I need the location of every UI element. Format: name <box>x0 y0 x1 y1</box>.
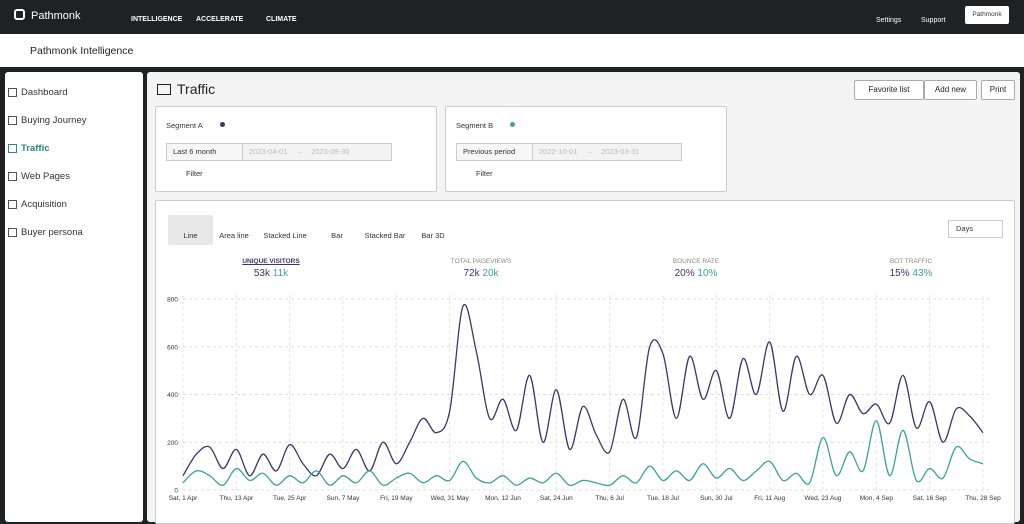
stat-b: 20k <box>482 268 499 279</box>
stat-a: 72k <box>463 268 480 279</box>
x-tick-label: Mon, 12 Jun <box>485 495 521 502</box>
x-tick-label: Thu, 28 Sep <box>965 495 1001 502</box>
date-range[interactable]: 2023-04-01 → 2023-09-30 <box>242 143 392 161</box>
x-tick-label: Thu, 6 Jul <box>595 495 624 502</box>
menu-label: Web Pages <box>21 171 70 182</box>
nav-support[interactable]: Support <box>921 17 946 24</box>
end-date: 2023-09-30 <box>311 147 350 156</box>
chart-tab[interactable]: Area line <box>219 231 249 240</box>
x-tick-label: Tue, 18 Jul <box>647 495 679 502</box>
segment-label: Segment B <box>456 121 494 130</box>
segment-card: Segment A Last 6 month 2023-04-01 → 2023… <box>155 106 437 192</box>
stat[interactable]: TOTAL PAGEVIEWS 72k 20k <box>386 258 576 279</box>
header-title: Pathmonk Intelligence <box>30 45 134 57</box>
x-tick-label: Sun, 7 May <box>327 495 361 502</box>
y-tick-label: 400 <box>167 392 178 399</box>
page-title: Traffic <box>177 81 216 97</box>
brand[interactable]: Pathmonk <box>31 10 81 22</box>
period-select[interactable]: Previous period <box>456 143 538 161</box>
y-tick-label: 600 <box>167 344 178 351</box>
chart: 0 200 400 600 800 Sat, 1 Apr Thu, 13 Apr Tue, 2… <box>167 295 1001 502</box>
start-date: 2023-04-01 <box>249 147 288 156</box>
account-badge[interactable]: Pathmonk <box>965 6 1009 24</box>
stat[interactable]: BOT TRAFFIC 15% 43% <box>816 258 1006 279</box>
logo <box>14 9 25 20</box>
menu-label: Buyer persona <box>21 227 83 238</box>
menu-label: Acquisition <box>21 199 67 210</box>
nav-link[interactable]: ACCELERATE <box>196 16 244 23</box>
filter-button[interactable]: Filter <box>476 169 493 178</box>
favorite-button[interactable]: Favorite list <box>854 80 924 100</box>
chart-tab[interactable]: Stacked Line <box>263 231 307 240</box>
y-tick-label: 0 <box>174 488 178 495</box>
sidebar: Dashboard Buying Journey Traffic Web Pag… <box>5 72 143 522</box>
stat-label: TOTAL PAGEVIEWS <box>450 258 512 265</box>
segment-label: Segment A <box>166 121 203 130</box>
stat[interactable]: UNIQUE VISITORS 53k 11k <box>176 258 366 279</box>
segment-dot <box>220 122 225 127</box>
stat-b: 11k <box>272 268 289 279</box>
x-tick-label: Wed, 23 Aug <box>804 495 841 502</box>
stat-a: 15% <box>889 268 910 279</box>
menu-item[interactable]: Buying Journey <box>8 115 87 126</box>
granularity-select[interactable]: Days <box>948 220 1003 238</box>
segment-card: Segment B Previous period 2022-10-01 → 2… <box>445 106 727 192</box>
x-tick-label: Sun, 30 Jul <box>700 495 733 502</box>
menu-item[interactable]: Web Pages <box>8 171 70 182</box>
period-select[interactable]: Last 6 month <box>166 143 248 161</box>
tab-active-bg <box>168 215 213 245</box>
chart-tab[interactable]: Stacked Bar <box>364 231 406 240</box>
menu-item-active[interactable]: Traffic <box>8 143 50 154</box>
x-tick-label: Sat, 1 Apr <box>169 495 198 502</box>
date-separator: → <box>295 147 303 156</box>
top-nav: Pathmonk INTELLIGENCE ACCELERATE CLIMATE… <box>0 0 1024 34</box>
date-separator: → <box>585 147 593 156</box>
start-date: 2022-10-01 <box>539 147 578 156</box>
nav-settings[interactable]: Settings <box>876 17 902 24</box>
x-tick-label: Sat, 16 Sep <box>913 495 947 502</box>
stat-a: 53k <box>253 268 270 279</box>
title-icon <box>157 84 171 95</box>
segment-dot <box>510 122 515 127</box>
date-range[interactable]: 2022-10-01 → 2023-03-31 <box>532 143 682 161</box>
stat-label: BOT TRAFFIC <box>889 258 933 265</box>
chart-tab[interactable]: Bar <box>331 231 343 240</box>
menu-item[interactable]: Dashboard <box>8 87 68 98</box>
stat-a: 20% <box>674 268 695 279</box>
y-tick-label: 200 <box>167 440 178 447</box>
y-tick-label: 800 <box>167 297 178 304</box>
stat[interactable]: BOUNCE RATE 20% 10% <box>596 258 796 279</box>
nav-link[interactable]: CLIMATE <box>266 16 297 23</box>
stat-b: 10% <box>697 268 718 279</box>
header-bar: Pathmonk Intelligence <box>0 34 1024 67</box>
x-tick-label: Fri, 11 Aug <box>754 495 785 502</box>
x-tick-label: Tue, 25 Apr <box>273 495 307 502</box>
x-tick-label: Mon, 4 Sep <box>860 495 894 502</box>
chart-tab[interactable]: Line <box>183 231 198 240</box>
stat-label: BOUNCE RATE <box>672 258 720 265</box>
plot-area <box>177 295 989 490</box>
nav-link[interactable]: INTELLIGENCE <box>131 16 183 23</box>
menu-label: Buying Journey <box>21 115 87 126</box>
x-tick-label: Wed, 31 May <box>431 495 470 502</box>
series-line <box>182 420 984 487</box>
menu-item[interactable]: Acquisition <box>8 199 67 210</box>
add-button[interactable]: Add new <box>924 80 977 100</box>
print-button[interactable]: Print <box>981 80 1015 100</box>
filter-button[interactable]: Filter <box>186 169 203 178</box>
stat-b: 43% <box>912 268 933 279</box>
x-tick-label: Thu, 13 Apr <box>220 495 254 502</box>
menu-label: Traffic <box>21 143 50 154</box>
x-tick-label: Sat, 24 Jun <box>540 495 573 502</box>
x-tick-label: Fri, 19 May <box>380 495 413 502</box>
end-date: 2023-03-31 <box>601 147 640 156</box>
menu-label: Dashboard <box>21 87 68 98</box>
stat-label: UNIQUE VISITORS <box>242 258 300 265</box>
chart-tab[interactable]: Bar 3D <box>421 231 445 240</box>
menu-item[interactable]: Buyer persona <box>8 227 83 238</box>
